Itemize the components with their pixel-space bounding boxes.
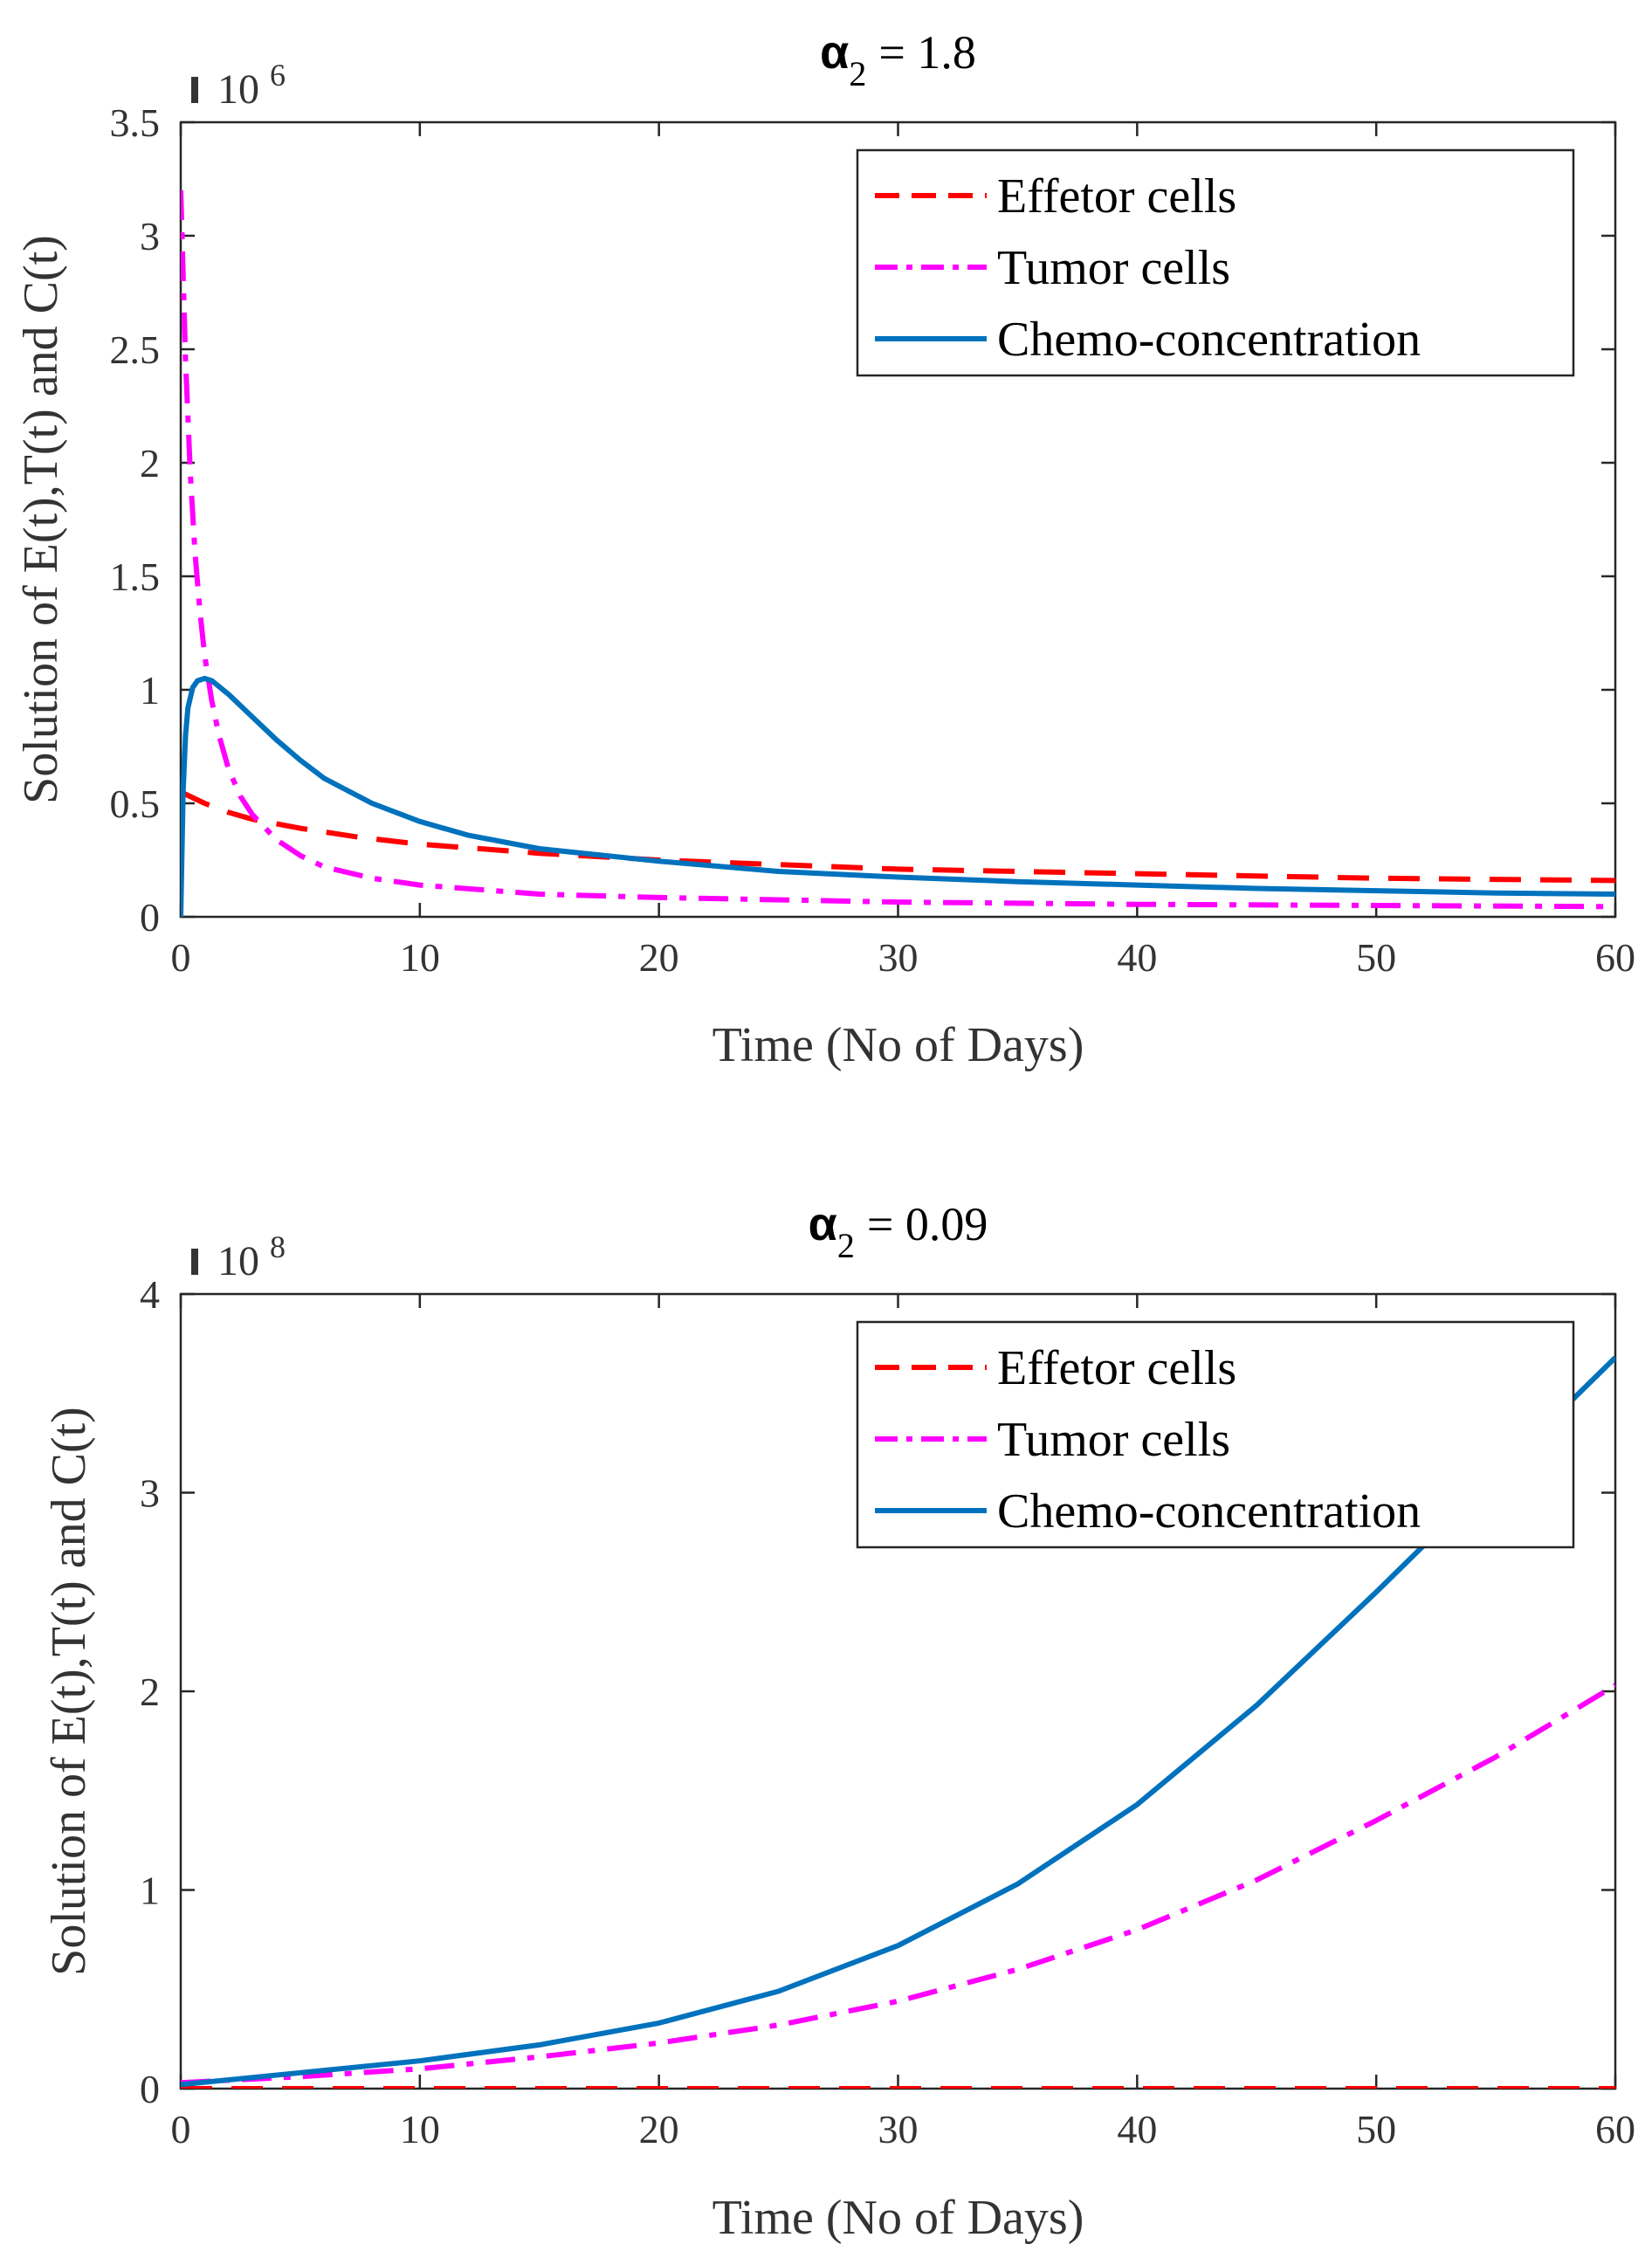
series-group bbox=[181, 1355, 1615, 2089]
y-tick-label: 1.5 bbox=[110, 554, 161, 599]
x-tick-label: 30 bbox=[878, 935, 919, 980]
exponent-marker bbox=[191, 77, 198, 103]
legend: Effetor cells Tumor cells Chemo-concentrat… bbox=[856, 1320, 1575, 1549]
x-tick-label: 60 bbox=[1595, 935, 1635, 980]
y-axis-label: Solution of E(t),T(t) and C(t) bbox=[42, 1407, 96, 1976]
x-tick-label: 20 bbox=[639, 2107, 679, 2151]
x-tick-label: 20 bbox=[639, 935, 679, 980]
x-axis-label: Time (No of Days) bbox=[712, 2191, 1084, 2245]
x-tick-label: 40 bbox=[1117, 2107, 1157, 2151]
y-tick-label: 1 bbox=[140, 1869, 160, 1913]
chart-panel-1: 0 10 20 30 40 50 60 0 0.5 1 1.5 2 2.5 3 3.5 10 6 α2 = 1.8 T… bbox=[14, 26, 1635, 1072]
legend: Effetor cells Tumor cells Chemo-concentrat… bbox=[856, 148, 1575, 377]
y-tick-label: 0.5 bbox=[110, 781, 161, 826]
y-exponent-label: 10 6 bbox=[217, 58, 286, 113]
series-line-3 bbox=[181, 1355, 1615, 2088]
x-tick-label: 40 bbox=[1117, 935, 1157, 980]
x-tick-label: 0 bbox=[171, 2107, 191, 2151]
y-tick-label: 3 bbox=[140, 214, 160, 258]
x-tick-label: 30 bbox=[878, 2107, 919, 2151]
y-tick-label: 0 bbox=[140, 895, 160, 940]
y-tick-label: 2 bbox=[140, 441, 160, 485]
y-axis-label: Solution of E(t),T(t) and C(t) bbox=[14, 235, 68, 804]
x-tick-label: 60 bbox=[1595, 2107, 1635, 2151]
exponent-marker bbox=[191, 1249, 198, 1275]
y-tick-label: 0 bbox=[140, 2067, 160, 2111]
x-tick-label: 10 bbox=[400, 2107, 440, 2151]
y-exponent-label: 10 8 bbox=[217, 1229, 286, 1284]
series-line-3 bbox=[181, 676, 1615, 917]
chart-title: α2 = 1.8 bbox=[820, 26, 976, 93]
legend-label-2: Tumor cells bbox=[997, 1413, 1230, 1467]
y-tick-label: 2 bbox=[140, 1669, 160, 1714]
x-tick-label: 50 bbox=[1356, 935, 1396, 980]
series-line-2 bbox=[181, 1683, 1615, 2086]
chart-panel-2: 0 10 20 30 40 50 60 0 1 2 3 4 10 8 α2 = 0.09 Time (No of… bbox=[42, 1198, 1635, 2245]
x-axis-label: Time (No of Days) bbox=[712, 1018, 1084, 1072]
legend-label-1: Effetor cells bbox=[997, 169, 1236, 224]
y-tick-label: 3 bbox=[140, 1471, 160, 1516]
y-tick-label: 3.5 bbox=[110, 100, 161, 145]
chart-title: α2 = 0.09 bbox=[809, 1198, 988, 1265]
legend-label-1: Effetor cells bbox=[997, 1341, 1236, 1395]
y-tick-label: 4 bbox=[140, 1272, 160, 1317]
x-tick-label: 10 bbox=[400, 935, 440, 980]
legend-label-2: Tumor cells bbox=[997, 241, 1230, 295]
x-tick-label: 0 bbox=[171, 935, 191, 980]
legend-label-3: Chemo-concentration bbox=[997, 313, 1421, 367]
x-tick-label: 50 bbox=[1356, 2107, 1396, 2151]
y-tick-label: 2.5 bbox=[110, 327, 161, 372]
y-tick-label: 1 bbox=[140, 668, 160, 713]
series-group bbox=[181, 189, 1615, 917]
series-line-2 bbox=[181, 189, 1615, 910]
legend-label-3: Chemo-concentration bbox=[997, 1484, 1421, 1539]
